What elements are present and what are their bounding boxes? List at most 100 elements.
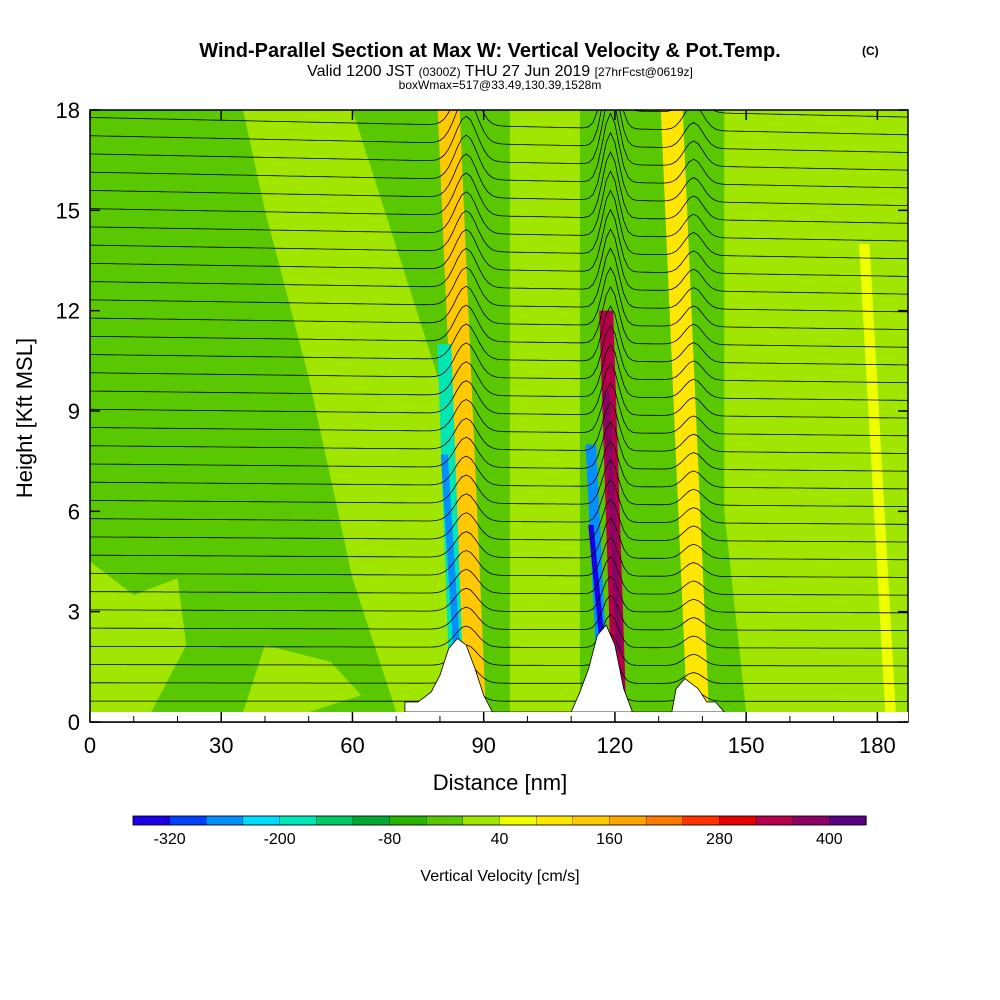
colorbar-swatch <box>719 815 757 826</box>
isentrope-line <box>90 305 908 366</box>
x-tick-label: 60 <box>340 733 364 758</box>
y-tick-label: 0 <box>68 710 80 735</box>
x-axis-label: Distance [nm] <box>433 770 568 795</box>
below-ground-strip <box>90 712 908 722</box>
isentrope-line <box>90 421 908 472</box>
colorbar-tick-label: -80 <box>378 831 401 848</box>
colorbar-swatch <box>169 815 207 826</box>
isentrope-line <box>90 208 908 277</box>
isentrope-line <box>90 228 908 295</box>
colorbar-swatch <box>206 815 244 826</box>
isentrope-line <box>90 110 908 136</box>
colorbar-swatch <box>609 815 647 826</box>
isentrope-line <box>90 110 908 153</box>
isentrope-line <box>90 536 908 578</box>
isentrope-line <box>90 131 908 206</box>
isentrope-line <box>90 498 908 543</box>
colorbar-swatch <box>426 815 464 826</box>
isentrope-line <box>90 478 908 525</box>
subtitle-valid: Valid 1200 JST <box>307 63 415 80</box>
colorbar-swatch <box>499 815 537 826</box>
isentrope-line <box>90 285 908 348</box>
isentrope-line <box>90 382 908 437</box>
colorbar-swatch <box>755 815 794 826</box>
colorbar-label: Vertical Velocity [cm/s] <box>420 868 579 885</box>
x-tick-label: 180 <box>859 733 896 758</box>
isentrope-line <box>90 110 908 171</box>
title-mark: (C) <box>862 44 879 58</box>
colorbar-tick-label: -320 <box>154 831 186 848</box>
downdraft-2-core <box>588 524 607 662</box>
isentrope-line <box>90 112 908 189</box>
isentrope-line <box>566 110 908 118</box>
colorbar-swatch <box>389 815 427 826</box>
colorbar-swatch <box>829 815 867 826</box>
colorbar: -320 -200 -80 40 160 280 400 <box>132 815 867 848</box>
colorbar-frame <box>132 815 867 826</box>
subtitle-date: THU 27 Jun 2019 <box>465 63 591 80</box>
light-band-south <box>243 645 362 712</box>
isentrope-line <box>90 170 908 242</box>
light-band-between <box>509 110 580 712</box>
x-tick-label: 30 <box>209 733 233 758</box>
subtitle-forecast: [27hrFcst@0619z] <box>595 65 693 79</box>
x-tick-label: 0 <box>84 733 96 758</box>
colorbar-tick-label: 400 <box>816 831 843 848</box>
isentrope-line <box>90 459 908 507</box>
x-tick-label: 90 <box>471 733 495 758</box>
colorbar-tick-label: 40 <box>491 831 509 848</box>
light-band-upper <box>243 110 449 712</box>
isentrope-line <box>90 671 908 702</box>
colorbar-swatch <box>536 815 574 826</box>
y-tick-label: 6 <box>68 499 80 524</box>
chart-title: Wind-Parallel Section at Max W: Vertical… <box>199 40 780 62</box>
y-tick-label: 15 <box>56 198 80 223</box>
y-axis-label: Height [Kft MSL] <box>12 338 37 498</box>
isentrope-line <box>90 556 908 596</box>
subtitle-zulu: (0300Z) <box>419 65 461 79</box>
downdraft-1-core <box>440 454 461 662</box>
isentrope-line <box>90 189 908 260</box>
colorbar-swatch <box>132 815 171 826</box>
isentrope-line <box>90 363 908 419</box>
x-tick-label: 120 <box>597 733 634 758</box>
colorbar-tick-label: -200 <box>264 831 296 848</box>
x-tick-label: 150 <box>728 733 765 758</box>
isentrope-line <box>90 440 908 490</box>
chart-subtitle: Valid 1200 JST (0300Z) THU 27 Jun 2019 [… <box>307 63 693 80</box>
colorbar-swatch <box>645 815 684 826</box>
y-tick-label: 18 <box>56 98 80 123</box>
isentrope-line <box>90 652 908 685</box>
colorbar-swatch <box>242 815 281 826</box>
colorbar-swatch <box>316 815 354 826</box>
box-note: boxWmax=517@33.49,130.39,1528m <box>399 78 602 92</box>
y-tick-label: 12 <box>56 299 80 324</box>
isentrope-line <box>90 324 908 384</box>
colorbar-swatch <box>462 815 501 826</box>
isentrope-line <box>90 150 908 224</box>
colorbar-tick-label: 280 <box>706 831 733 848</box>
colorbar-tick-label: 160 <box>596 831 623 848</box>
isentrope-line <box>90 594 908 631</box>
colorbar-swatch <box>682 815 721 826</box>
y-tick-label: 9 <box>68 399 80 424</box>
plot-area <box>90 110 908 712</box>
colorbar-swatch <box>792 815 831 826</box>
east-updraft <box>660 110 709 712</box>
terrain-mask <box>404 624 725 712</box>
isentrope-line <box>90 343 908 401</box>
colorbar-swatch <box>572 815 611 826</box>
light-band-sw <box>90 561 187 712</box>
colorbar-swatch <box>352 815 391 826</box>
isentrope-line <box>90 517 908 561</box>
isentrope-line <box>90 247 908 313</box>
isentrope-line <box>90 633 908 667</box>
isentrope-line <box>90 613 908 649</box>
isentrope-line <box>90 575 908 614</box>
upshear-updraft-1 <box>437 110 486 712</box>
isentrope-line <box>90 401 908 454</box>
y-tick-label: 3 <box>68 600 80 625</box>
isentrope-line <box>90 266 908 330</box>
colorbar-swatch <box>279 815 317 826</box>
